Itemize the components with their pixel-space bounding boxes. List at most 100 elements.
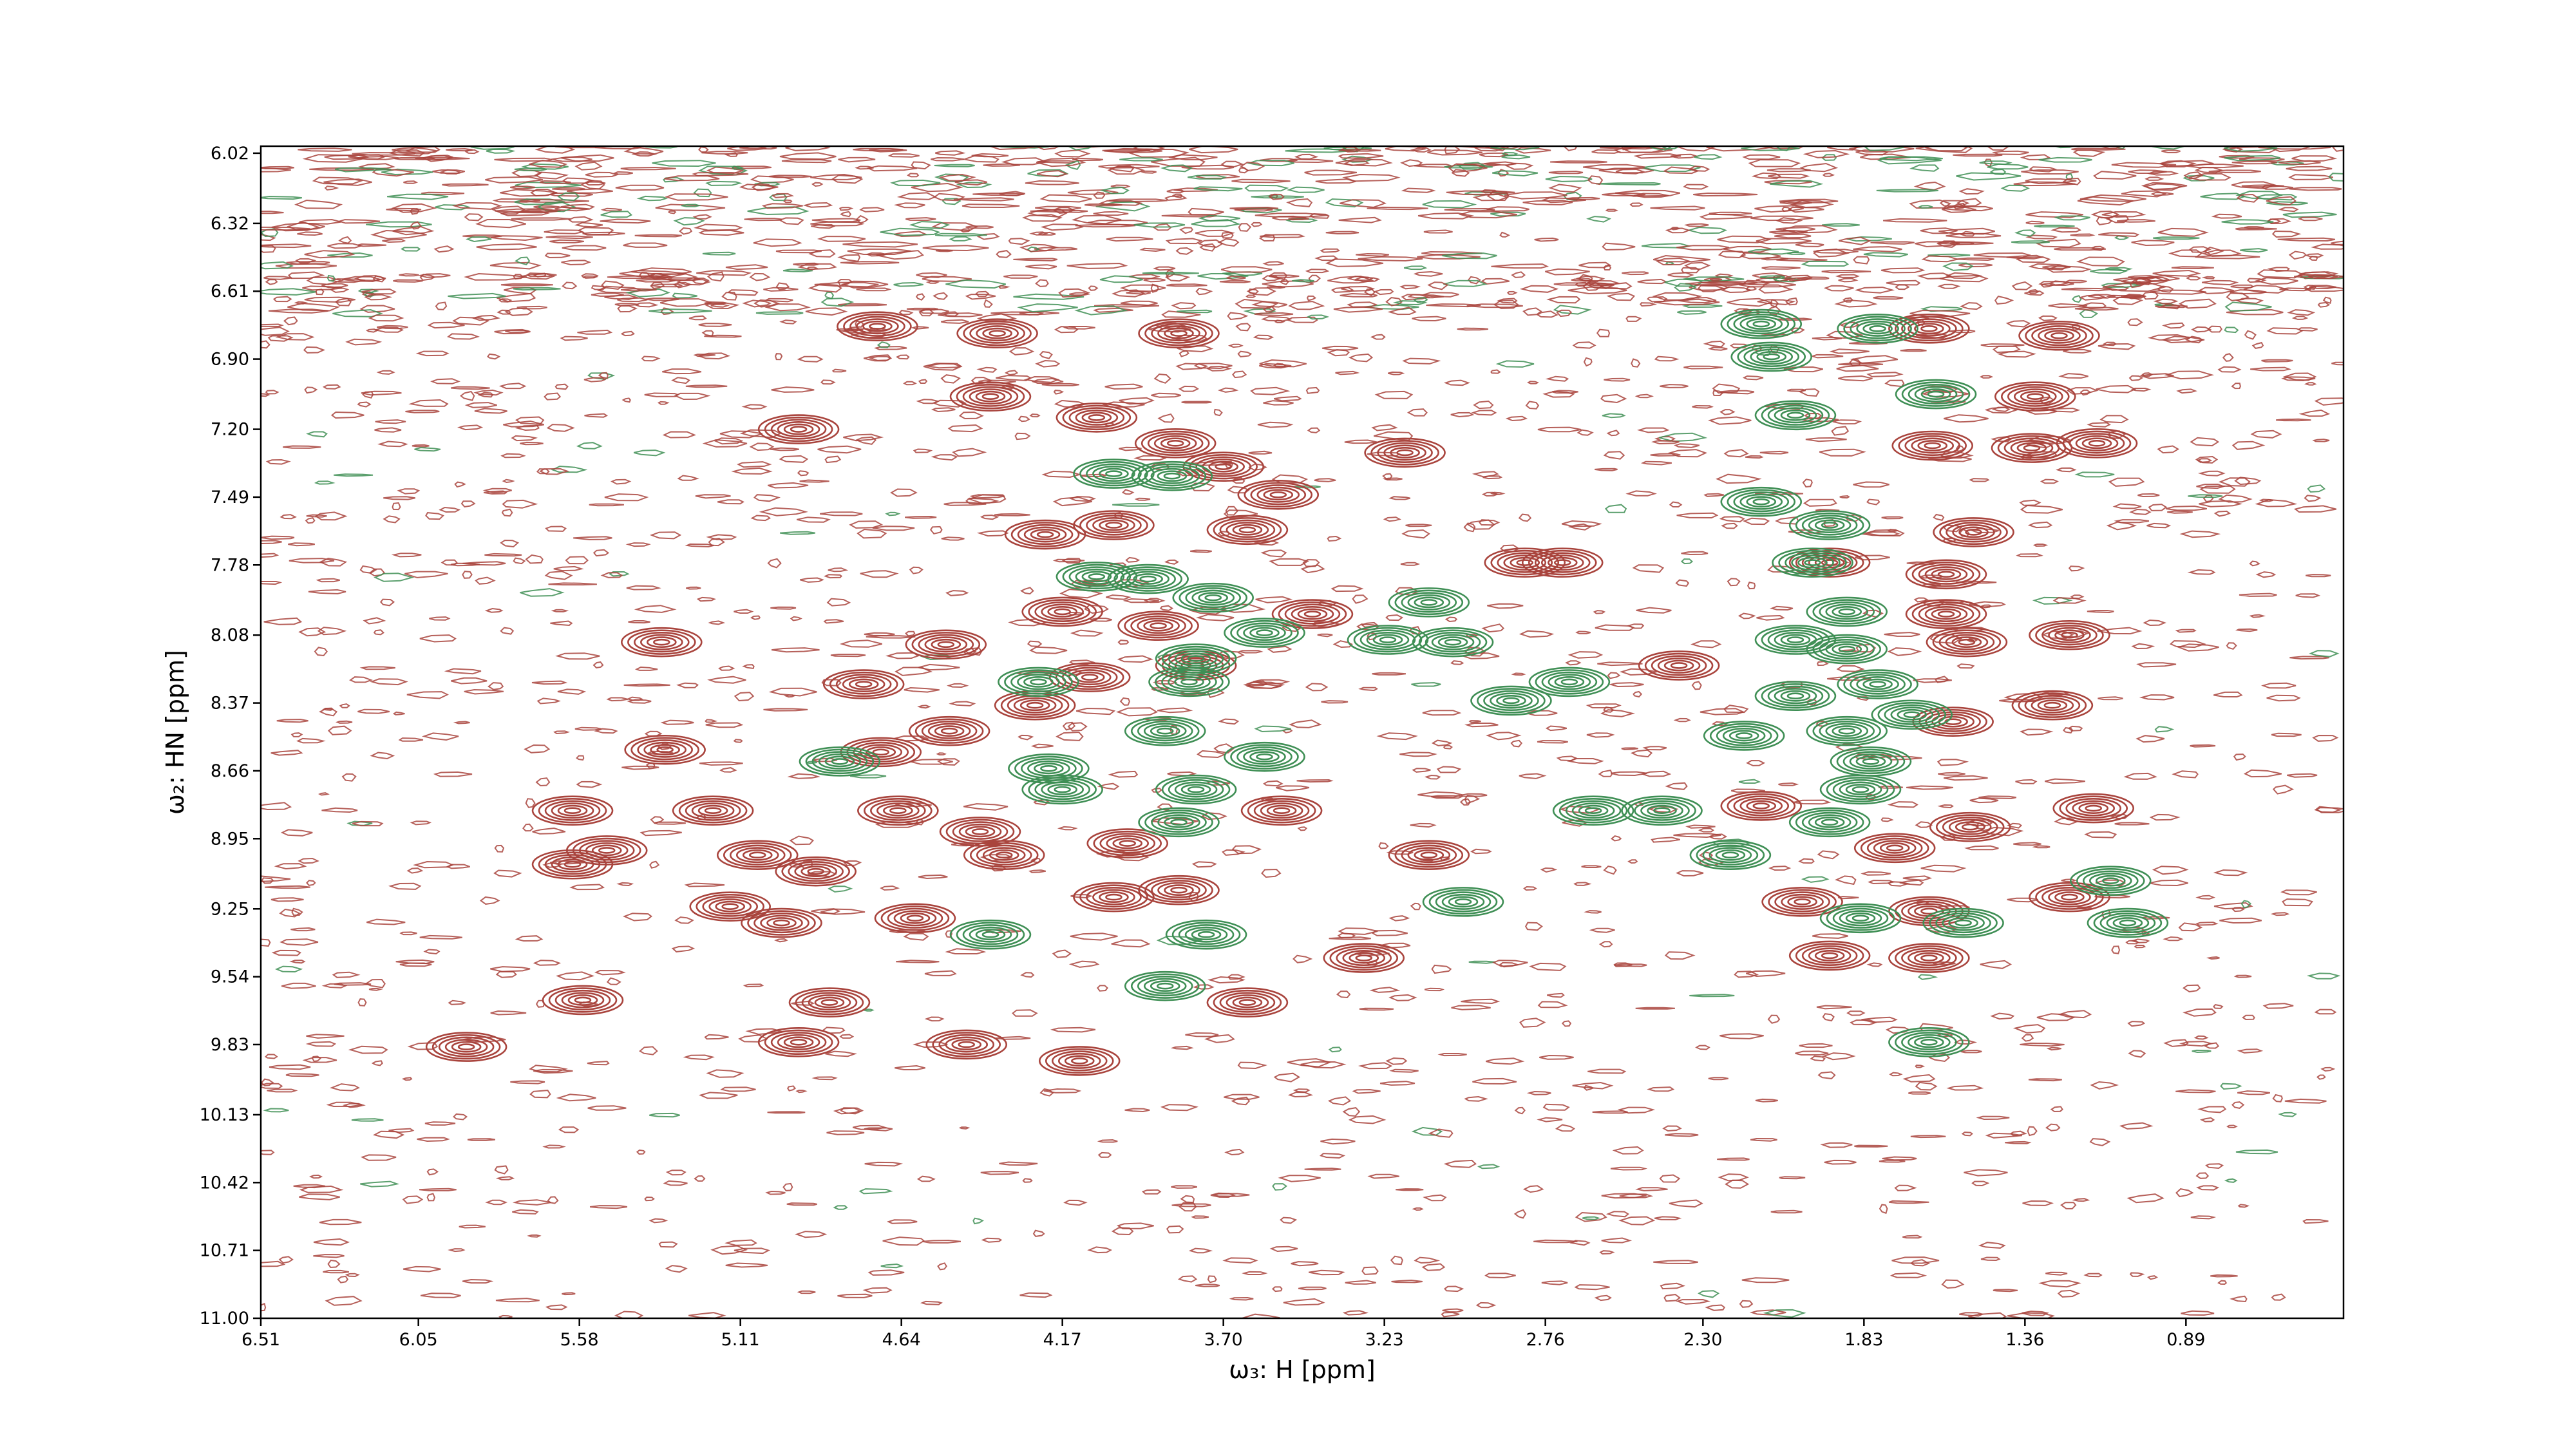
noise-contour [1125,556,1141,563]
noise-contour [348,1045,388,1054]
peak-contour [2062,430,2132,457]
noise-contour [366,918,406,925]
noise-contour [285,1073,319,1077]
noise-contour [731,166,744,170]
noise-contour [261,1260,286,1267]
peak-contour [1105,893,1122,901]
noise-contour [370,678,408,686]
noise-contour [2314,806,2342,813]
noise-contour [1443,279,1488,287]
noise-contour [1812,933,1848,939]
x-tick-label: 0.89 [2166,1330,2205,1350]
peak-contour [1908,383,1964,405]
noise-contour [2291,155,2338,162]
noise-contour [840,211,852,218]
noise-contour [1255,213,1329,218]
noise-contour [742,299,772,308]
noise-contour [2201,276,2215,279]
noise-contour [1431,964,1452,974]
x-tick-label: 4.17 [1043,1330,1082,1350]
noise-contour [1955,444,1965,453]
noise-contour [2048,303,2088,308]
noise-contour [1306,314,1330,320]
peak-contour [1119,840,1137,847]
peak-contour [2072,800,2116,817]
noise-contour [1372,672,1406,676]
noise-contour [699,761,743,766]
noise-contour [1629,202,1643,207]
noise-contour [261,323,285,328]
noise-contour [2025,220,2045,225]
noise-contour [1036,157,1086,167]
noise-contour [1321,345,1359,351]
peak-contour [2013,388,2057,405]
noise-contour [2175,629,2197,633]
noise-contour [1663,1294,1681,1302]
noise-contour [1139,247,1166,252]
y-tick-label: 9.83 [211,1035,249,1055]
noise-contour [745,1028,783,1036]
noise-contour [787,1085,797,1092]
noise-contour [2027,521,2053,529]
noise-contour [1464,1095,1488,1102]
noise-contour [1607,672,1621,679]
noise-contour [529,1090,551,1099]
peak-contour [1965,529,1982,536]
peak [1521,547,1604,578]
peak-contour [1821,522,1839,529]
noise-contour [488,682,504,690]
noise-contour [313,1254,345,1258]
noise-contour [1860,153,1911,160]
noise-contour [1615,168,1645,175]
peak-contour [1994,381,2076,412]
noise-contour [2242,1014,2255,1021]
noise-contour [1976,1115,2010,1121]
peak-contour [630,737,699,762]
noise-contour [2056,467,2077,473]
noise-contour [1573,882,1592,886]
noise-contour [732,166,772,169]
noise-contour [1985,1132,2022,1139]
noise-contour [2006,254,2045,260]
peak [1895,379,1977,410]
noise-contour [2198,287,2234,294]
noise-contour [302,285,343,291]
noise-contour [484,553,522,557]
noise-contour [1902,1235,1923,1239]
noise-contour [1272,1183,1287,1191]
peak [716,840,799,871]
noise-contour [693,223,743,231]
noise-contour [1188,207,1224,216]
peak-contour [1236,622,1293,643]
noise-contour [1117,639,1130,645]
noise-contour [271,949,301,956]
noise-contour [1572,1081,1614,1090]
noise-contour [2322,296,2332,304]
noise-contour [2236,193,2260,203]
peak-contour [2102,877,2119,884]
noise-contour [825,1050,858,1057]
noise-contour [1261,868,1282,878]
noise-contour [1835,274,1860,278]
noise-contour [876,250,924,260]
noise-contour [1245,684,1282,689]
noise-contour [451,677,488,685]
noise-contour [2087,609,2114,614]
peak-contour [808,994,851,1011]
noise-contour [1685,824,1716,829]
peak-contour [1821,819,1839,826]
noise-contour [916,399,940,404]
noise-contour [1003,274,1038,279]
noise-contour [967,494,1007,504]
noise-contour [583,275,599,279]
noise-contour [1719,516,1745,523]
noise-contour [976,232,1000,240]
noise-contour [576,781,603,788]
noise-contour [1787,277,1810,281]
noise-contour [651,283,683,288]
noise-contour [448,1248,466,1253]
noise-contour [975,290,990,298]
peak-contour [1151,323,1207,344]
noise-contour [1406,408,1428,417]
noise-contour [1102,149,1150,153]
